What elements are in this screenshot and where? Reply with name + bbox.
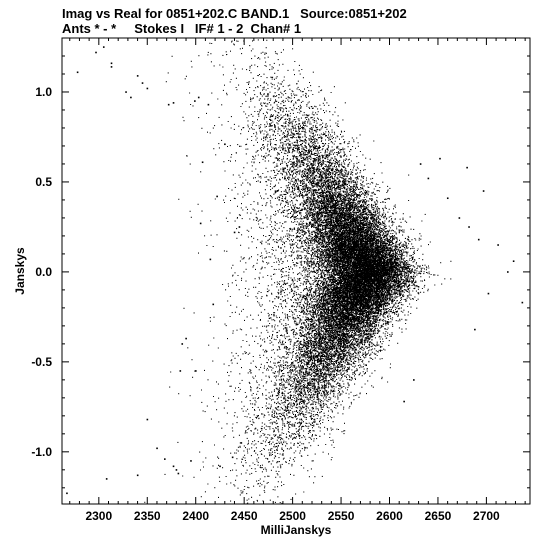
data-point: [446, 197, 449, 200]
data-point: [212, 303, 215, 306]
data-point: [181, 343, 184, 345]
data-point: [403, 400, 405, 403]
data-point: [105, 478, 108, 480]
y-tick-label: 1.0: [35, 85, 52, 99]
data-point: [195, 370, 197, 372]
x-tick-label: 2600: [376, 509, 403, 523]
scatter-cloud: [144, 39, 452, 505]
data-point: [466, 166, 468, 169]
data-point: [164, 458, 166, 460]
data-point: [209, 258, 212, 261]
data-point: [468, 226, 470, 228]
y-tick-label: -0.5: [31, 355, 52, 369]
x-tick-label: 2450: [231, 509, 258, 523]
data-point: [175, 469, 178, 471]
outlier-points: [66, 46, 524, 495]
data-point: [413, 379, 415, 381]
data-point: [482, 190, 485, 192]
data-point: [125, 91, 127, 93]
data-point: [233, 231, 236, 234]
data-point: [238, 226, 241, 228]
chart-title: Imag vs Real for 0851+202.C BAND.1 Sourc…: [62, 6, 407, 21]
data-point: [136, 75, 139, 77]
data-point: [197, 96, 200, 99]
x-tick-label: 2300: [85, 509, 112, 523]
data-point: [110, 66, 113, 68]
data-point: [110, 62, 113, 65]
data-point: [521, 301, 524, 304]
x-tick-label: 2650: [425, 509, 452, 523]
x-tick-label: 2350: [134, 509, 161, 523]
data-point: [185, 337, 187, 340]
data-point: [419, 163, 422, 165]
data-points: [144, 39, 452, 505]
data-point: [172, 465, 175, 468]
data-point: [487, 292, 490, 295]
data-point: [216, 195, 218, 198]
y-tick-label: 0.0: [35, 265, 52, 279]
data-point: [146, 418, 149, 421]
data-point: [497, 244, 499, 246]
data-point: [146, 87, 149, 90]
x-tick-label: 2500: [279, 509, 306, 523]
data-point: [167, 103, 170, 106]
data-point: [512, 260, 515, 263]
data-point: [102, 46, 105, 48]
y-tick-label: 0.5: [35, 175, 52, 189]
chart-subtitle: Ants * - * Stokes I IF# 1 - 2 Chan# 1: [62, 21, 302, 36]
data-point: [458, 217, 461, 219]
data-point: [219, 465, 221, 468]
data-point: [136, 474, 139, 477]
x-tick-label: 2550: [328, 509, 355, 523]
axis-ticks: 2300 2350 2400 2450 2500 2550 2600 2650 2700 1.0 0…: [31, 38, 530, 523]
y-axis-title: Janskys: [13, 247, 27, 295]
data-point: [199, 222, 202, 225]
x-tick-label: 2700: [473, 509, 500, 523]
y-tick-label: -1.0: [31, 445, 52, 459]
data-point: [177, 472, 180, 475]
data-point: [427, 177, 430, 180]
data-point: [207, 103, 210, 106]
data-point: [172, 102, 175, 104]
data-point: [156, 447, 158, 450]
data-point: [439, 157, 441, 160]
data-point: [201, 161, 204, 164]
data-point: [507, 271, 509, 273]
data-point: [240, 442, 243, 444]
plot-frame: [61, 37, 531, 505]
data-point: [76, 71, 79, 74]
data-point: [66, 492, 68, 495]
data-point: [231, 456, 234, 459]
data-point: [130, 96, 132, 99]
data-point: [141, 82, 144, 84]
data-point: [477, 238, 480, 241]
data-point: [224, 143, 226, 146]
data-point: [194, 100, 196, 102]
data-point: [179, 370, 182, 372]
data-point: [95, 51, 97, 54]
data-point: [474, 328, 476, 331]
x-axis-title: MilliJanskys: [261, 523, 332, 537]
data-point: [190, 460, 192, 462]
x-tick-label: 2400: [182, 509, 209, 523]
